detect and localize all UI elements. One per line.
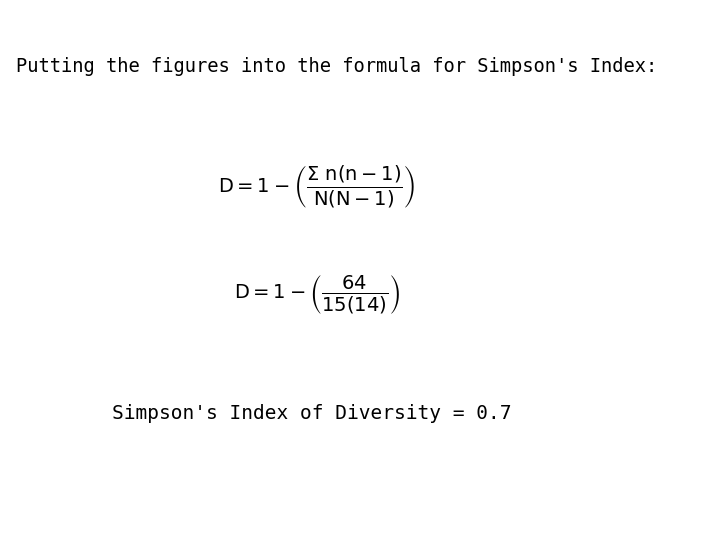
Text: Simpson's Index of Diversity = 0.7: Simpson's Index of Diversity = 0.7 (112, 403, 511, 423)
Text: $\mathsf{D = 1 - \left(\dfrac{\Sigma\ n(n-1)}{N(N-1)}\right)}$: $\mathsf{D = 1 - \left(\dfrac{\Sigma\ n(… (218, 163, 415, 210)
Text: $\mathsf{D = 1 - \left(\dfrac{64}{15(14)}\right)}$: $\mathsf{D = 1 - \left(\dfrac{64}{15(14)… (233, 273, 400, 316)
Text: Putting the figures into the formula for Simpson's Index:: Putting the figures into the formula for… (16, 57, 657, 76)
